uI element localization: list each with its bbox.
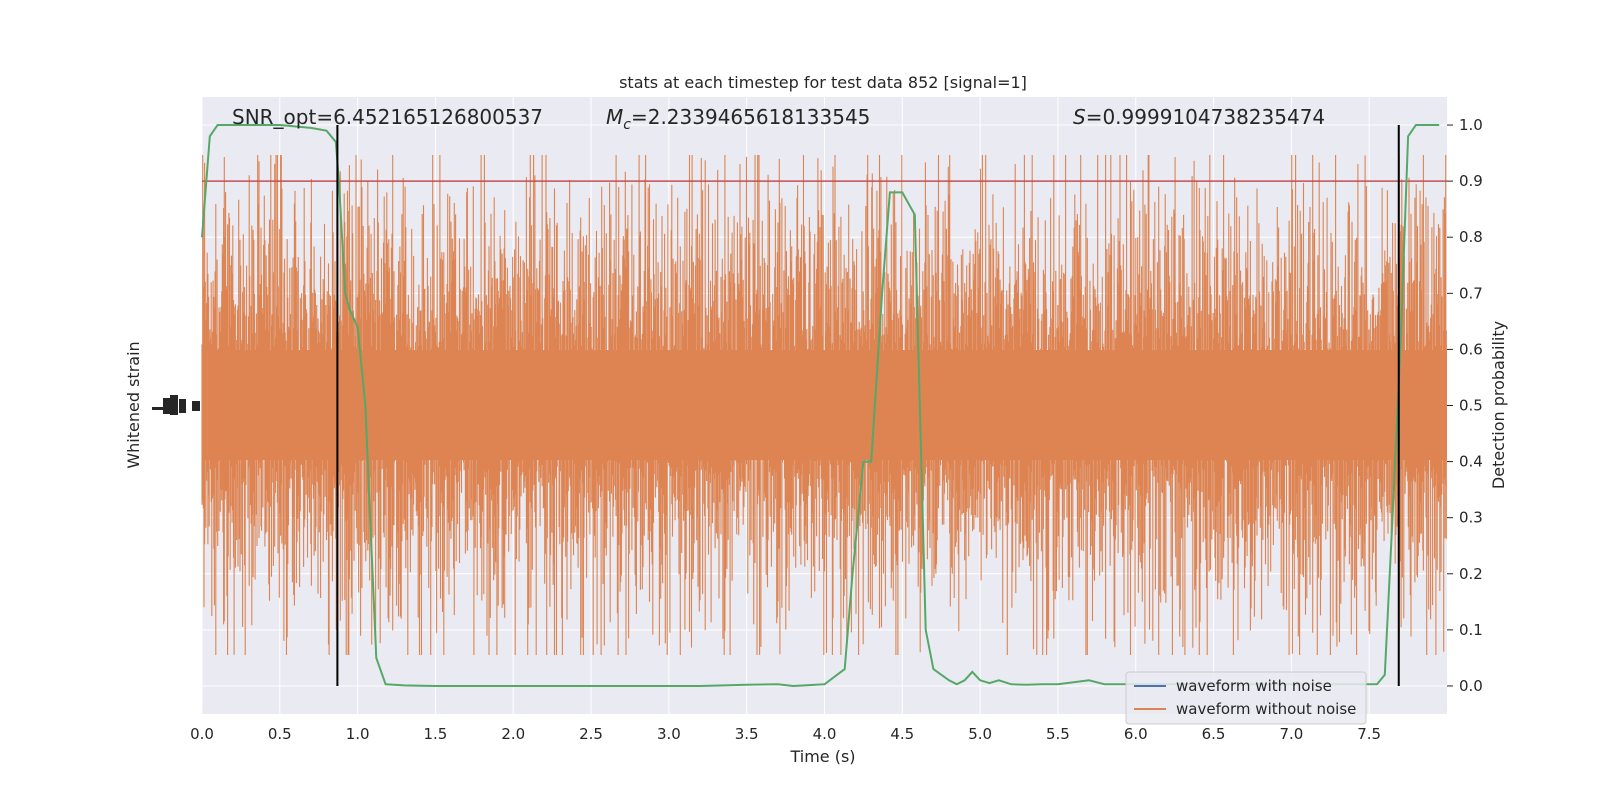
right-tick-label-4: 0.4 (1459, 453, 1483, 471)
x-tick-label-4: 2.0 (501, 725, 525, 743)
x-tick-label-14: 7.0 (1279, 725, 1303, 743)
x-tick-label-15: 7.5 (1357, 725, 1381, 743)
legend-label-without-noise: waveform without noise (1176, 700, 1356, 718)
vertical-markers (336, 125, 1400, 686)
s-value: =0.9999104738235474 (1086, 105, 1325, 129)
mc-value: =2.2339465618133545 (631, 105, 870, 129)
x-tick-label-6: 3.0 (657, 725, 681, 743)
mc-symbol: M (606, 105, 623, 129)
right-tick-label-6: 0.6 (1459, 340, 1483, 358)
x-tick-label-1: 0.5 (268, 725, 292, 743)
snr-annotation: SNR_opt=6.452165126800537 (232, 105, 543, 129)
snr-stat-annotation: S=0.9999104738235474 (1073, 105, 1325, 129)
right-tick-label-2: 0.2 (1459, 565, 1483, 583)
x-axis-ticks: 0.0 0.5 1.0 1.5 2.0 2.5 3.0 3.5 4.0 4.5 5.0 5.5 6.0 6… (190, 725, 1381, 743)
x-tick-label-3: 1.5 (424, 725, 448, 743)
left-axis-label: Whitened strain (124, 341, 143, 468)
right-tick-label-9: 0.9 (1459, 172, 1483, 190)
right-axis-ticks: 0.0 0.1 0.2 0.3 0.4 0.5 0.6 0.7 0.8 0.9 1.0 (1447, 116, 1483, 695)
right-tick-label-3: 0.3 (1459, 509, 1483, 527)
x-tick-label-11: 5.5 (1046, 725, 1070, 743)
strain-series (201, 155, 1447, 655)
x-tick-label-2: 1.0 (346, 725, 370, 743)
legend: waveform with noise waveform without noi… (1125, 671, 1367, 725)
x-tick-label-7: 3.5 (735, 725, 759, 743)
x-tick-label-12: 6.0 (1124, 725, 1148, 743)
right-tick-label-5: 0.5 (1459, 397, 1483, 415)
s-symbol: S (1073, 105, 1086, 129)
chart-title: stats at each timestep for test data 852… (619, 73, 1027, 92)
x-tick-label-5: 2.5 (579, 725, 603, 743)
mc-subscript: c (623, 117, 631, 133)
right-axis-label: Detection probability (1489, 321, 1508, 489)
chirp-mass-annotation: Mc=2.2339465618133545 (606, 105, 870, 133)
plot-area (201, 97, 1447, 714)
right-tick-label-0: 0.0 (1459, 677, 1483, 695)
right-tick-label-7: 0.7 (1459, 284, 1483, 302)
left-axis-overlapping-ticks (152, 395, 200, 415)
strain-core-band (202, 350, 1447, 460)
x-tick-label-9: 4.5 (890, 725, 914, 743)
x-tick-label-13: 6.5 (1202, 725, 1226, 743)
x-axis-label: Time (s) (789, 747, 855, 766)
x-tick-label-10: 5.0 (968, 725, 992, 743)
x-tick-label-8: 4.0 (813, 725, 837, 743)
x-tick-label-0: 0.0 (190, 725, 214, 743)
right-tick-label-1: 0.1 (1459, 621, 1483, 639)
legend-label-with-noise: waveform with noise (1176, 677, 1332, 695)
legend-box (1125, 671, 1367, 725)
right-tick-label-8: 0.8 (1459, 228, 1483, 246)
right-tick-label-10: 1.0 (1459, 116, 1483, 134)
